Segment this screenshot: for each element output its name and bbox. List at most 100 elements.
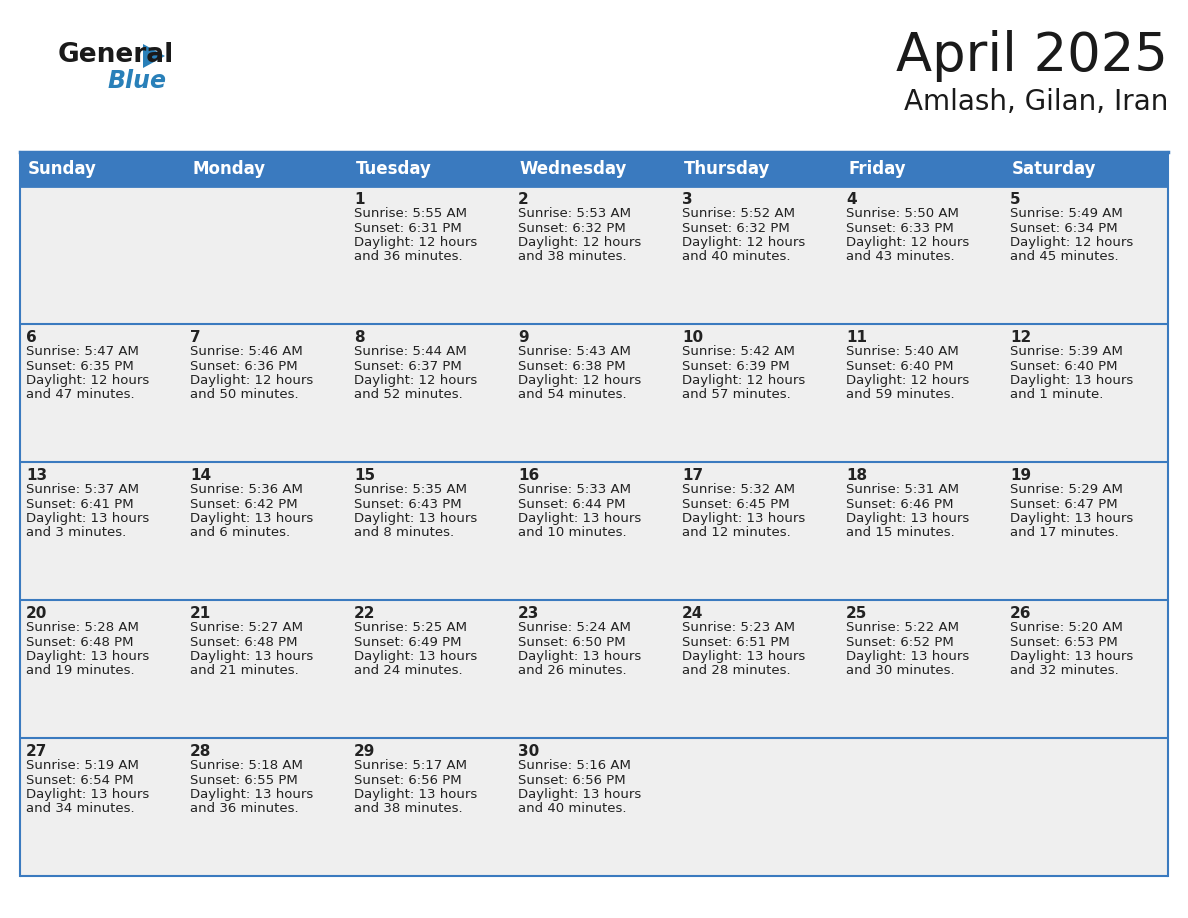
Text: Sunrise: 5:24 AM: Sunrise: 5:24 AM (518, 621, 631, 634)
Text: 27: 27 (26, 744, 48, 759)
Text: 8: 8 (354, 330, 365, 345)
Text: 12: 12 (1010, 330, 1031, 345)
Text: 15: 15 (354, 468, 375, 483)
Text: Daylight: 12 hours: Daylight: 12 hours (354, 374, 478, 387)
Text: Sunset: 6:37 PM: Sunset: 6:37 PM (354, 360, 462, 373)
Text: 7: 7 (190, 330, 201, 345)
Text: Daylight: 13 hours: Daylight: 13 hours (354, 788, 478, 801)
Text: 30: 30 (518, 744, 539, 759)
Text: Daylight: 12 hours: Daylight: 12 hours (354, 236, 478, 249)
Text: Daylight: 13 hours: Daylight: 13 hours (190, 512, 314, 525)
Text: Sunrise: 5:31 AM: Sunrise: 5:31 AM (846, 483, 959, 496)
Text: Blue: Blue (108, 69, 168, 93)
Text: Sunrise: 5:43 AM: Sunrise: 5:43 AM (518, 345, 631, 358)
Text: Sunset: 6:47 PM: Sunset: 6:47 PM (1010, 498, 1118, 510)
Text: 10: 10 (682, 330, 703, 345)
Text: Daylight: 13 hours: Daylight: 13 hours (518, 788, 642, 801)
Text: 16: 16 (518, 468, 539, 483)
Text: Sunrise: 5:27 AM: Sunrise: 5:27 AM (190, 621, 303, 634)
Text: and 30 minutes.: and 30 minutes. (846, 665, 955, 677)
Text: Sunset: 6:32 PM: Sunset: 6:32 PM (682, 221, 790, 234)
Text: Sunset: 6:44 PM: Sunset: 6:44 PM (518, 498, 626, 510)
Text: Daylight: 13 hours: Daylight: 13 hours (26, 788, 150, 801)
Text: Sunset: 6:41 PM: Sunset: 6:41 PM (26, 498, 133, 510)
Text: 1: 1 (354, 192, 365, 207)
Text: Monday: Monday (192, 160, 265, 178)
Text: 18: 18 (846, 468, 867, 483)
Text: Sunrise: 5:36 AM: Sunrise: 5:36 AM (190, 483, 303, 496)
Text: Sunrise: 5:17 AM: Sunrise: 5:17 AM (354, 759, 467, 772)
Text: Sunset: 6:45 PM: Sunset: 6:45 PM (682, 498, 790, 510)
Text: Daylight: 12 hours: Daylight: 12 hours (1010, 236, 1133, 249)
Text: 23: 23 (518, 606, 539, 621)
Bar (20, 152, 1168, 186)
Text: Sunrise: 5:53 AM: Sunrise: 5:53 AM (518, 207, 631, 220)
Text: and 38 minutes.: and 38 minutes. (354, 802, 462, 815)
Text: 22: 22 (354, 606, 375, 621)
Text: 26: 26 (1010, 606, 1031, 621)
Text: Sunset: 6:32 PM: Sunset: 6:32 PM (518, 221, 626, 234)
Text: and 1 minute.: and 1 minute. (1010, 388, 1104, 401)
Text: Sunset: 6:46 PM: Sunset: 6:46 PM (846, 498, 954, 510)
Text: Sunrise: 5:50 AM: Sunrise: 5:50 AM (846, 207, 959, 220)
Text: Sunset: 6:39 PM: Sunset: 6:39 PM (682, 360, 790, 373)
Text: and 3 minutes.: and 3 minutes. (26, 527, 126, 540)
Text: Daylight: 13 hours: Daylight: 13 hours (682, 512, 805, 525)
Text: and 40 minutes.: and 40 minutes. (682, 251, 790, 263)
Bar (20, 186, 1168, 324)
Text: Daylight: 13 hours: Daylight: 13 hours (1010, 374, 1133, 387)
Text: 9: 9 (518, 330, 529, 345)
Text: Sunrise: 5:42 AM: Sunrise: 5:42 AM (682, 345, 795, 358)
Text: and 54 minutes.: and 54 minutes. (518, 388, 626, 401)
Text: Sunrise: 5:47 AM: Sunrise: 5:47 AM (26, 345, 139, 358)
Text: and 38 minutes.: and 38 minutes. (518, 251, 626, 263)
Text: Sunrise: 5:16 AM: Sunrise: 5:16 AM (518, 759, 631, 772)
Text: Sunrise: 5:40 AM: Sunrise: 5:40 AM (846, 345, 959, 358)
Text: Daylight: 13 hours: Daylight: 13 hours (354, 650, 478, 663)
Text: Sunset: 6:50 PM: Sunset: 6:50 PM (518, 635, 626, 648)
Text: 2: 2 (518, 192, 529, 207)
Text: and 36 minutes.: and 36 minutes. (190, 802, 298, 815)
Text: Saturday: Saturday (1012, 160, 1097, 178)
Text: and 52 minutes.: and 52 minutes. (354, 388, 463, 401)
Text: Sunset: 6:31 PM: Sunset: 6:31 PM (354, 221, 462, 234)
Text: Sunset: 6:55 PM: Sunset: 6:55 PM (190, 774, 298, 787)
Text: Daylight: 13 hours: Daylight: 13 hours (1010, 650, 1133, 663)
Text: 11: 11 (846, 330, 867, 345)
Polygon shape (143, 44, 165, 68)
Text: Daylight: 13 hours: Daylight: 13 hours (26, 650, 150, 663)
Text: and 28 minutes.: and 28 minutes. (682, 665, 791, 677)
Text: Sunset: 6:51 PM: Sunset: 6:51 PM (682, 635, 790, 648)
Text: and 59 minutes.: and 59 minutes. (846, 388, 955, 401)
Text: 6: 6 (26, 330, 37, 345)
Text: and 40 minutes.: and 40 minutes. (518, 802, 626, 815)
Text: Sunrise: 5:46 AM: Sunrise: 5:46 AM (190, 345, 303, 358)
Text: Sunset: 6:54 PM: Sunset: 6:54 PM (26, 774, 133, 787)
Bar (20, 324, 1168, 462)
Text: and 26 minutes.: and 26 minutes. (518, 665, 626, 677)
Text: Sunset: 6:38 PM: Sunset: 6:38 PM (518, 360, 626, 373)
Text: and 45 minutes.: and 45 minutes. (1010, 251, 1119, 263)
Text: 17: 17 (682, 468, 703, 483)
Text: Sunrise: 5:44 AM: Sunrise: 5:44 AM (354, 345, 467, 358)
Text: Daylight: 13 hours: Daylight: 13 hours (190, 650, 314, 663)
Text: and 57 minutes.: and 57 minutes. (682, 388, 791, 401)
Text: Sunset: 6:48 PM: Sunset: 6:48 PM (190, 635, 297, 648)
Text: 3: 3 (682, 192, 693, 207)
Text: and 47 minutes.: and 47 minutes. (26, 388, 134, 401)
Text: General: General (58, 42, 175, 68)
Text: Daylight: 12 hours: Daylight: 12 hours (26, 374, 150, 387)
Text: Sunrise: 5:55 AM: Sunrise: 5:55 AM (354, 207, 467, 220)
Text: Daylight: 13 hours: Daylight: 13 hours (26, 512, 150, 525)
Text: Daylight: 12 hours: Daylight: 12 hours (846, 236, 969, 249)
Text: Sunrise: 5:39 AM: Sunrise: 5:39 AM (1010, 345, 1123, 358)
Text: Sunset: 6:36 PM: Sunset: 6:36 PM (190, 360, 298, 373)
Text: Daylight: 13 hours: Daylight: 13 hours (354, 512, 478, 525)
Text: Sunset: 6:34 PM: Sunset: 6:34 PM (1010, 221, 1118, 234)
Text: Sunrise: 5:32 AM: Sunrise: 5:32 AM (682, 483, 795, 496)
Text: 21: 21 (190, 606, 211, 621)
Text: Sunset: 6:52 PM: Sunset: 6:52 PM (846, 635, 954, 648)
Text: Daylight: 13 hours: Daylight: 13 hours (1010, 512, 1133, 525)
Text: and 36 minutes.: and 36 minutes. (354, 251, 462, 263)
Text: Thursday: Thursday (684, 160, 770, 178)
